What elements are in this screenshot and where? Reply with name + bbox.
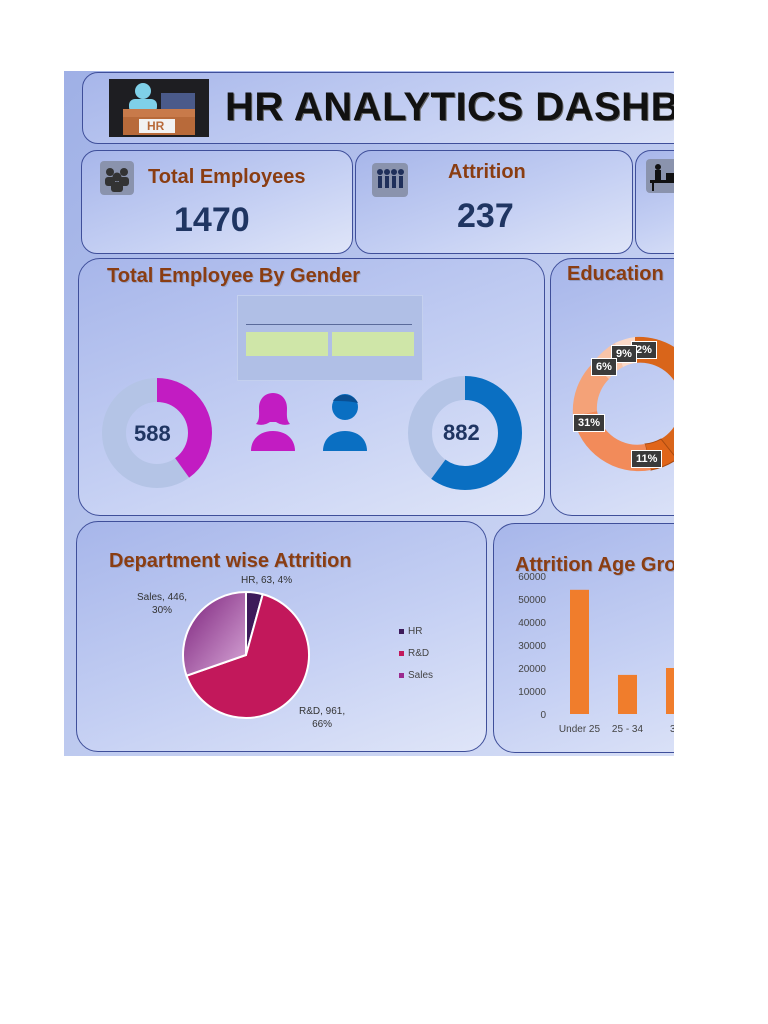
legend-item-hr: HR [399,626,422,637]
page-title: HR ANALYTICS DASHBOARD [225,85,674,129]
y-tick-label: 30000 [518,641,546,652]
x-tick-label: Under 25 [559,724,601,735]
filter-slicer[interactable] [237,295,423,381]
logo-text: HR [147,119,165,133]
x-tick-label: 35 [670,724,674,735]
y-tick-label: 10000 [518,687,546,698]
kpi-value: 1470 [174,201,250,239]
education-label: 11% [631,450,663,468]
desk-worker-icon [646,159,674,193]
bar [666,668,674,714]
male-donut-arc [408,376,522,490]
education-label: 6% [591,358,617,376]
kpi-total-employees: Total Employees 1470 [81,150,353,254]
kpi-label: Attrition [448,161,526,183]
department-panel: Department wise Attrition HR, 63, 4% Sal… [76,521,487,752]
bar [618,674,637,714]
department-pie-chart [182,590,310,719]
education-label: 9% [611,345,637,363]
people-group-icon [100,161,134,195]
legend-item-rd: R&D [399,648,429,659]
education-panel: Education 2% 9% 6% 31% 11% [550,258,674,516]
gender-title: Total Employee By Gender [107,265,361,287]
y-tick-label: 0 [540,710,546,721]
male-donut-chart [408,376,522,490]
education-label: 2% [631,341,657,359]
kpi-attrition: Attrition 237 [355,150,633,254]
pie-slice-sales [182,590,247,678]
slicer-option-female[interactable] [246,332,328,356]
education-title: Education [567,263,664,285]
kpi-third [635,150,674,254]
education-label: 31% [573,414,606,432]
y-tick-label: 40000 [518,618,546,629]
department-title: Department wise Attrition [109,550,352,572]
y-tick-label: 60000 [518,572,546,583]
y-tick-label: 50000 [518,595,546,606]
male-icon [323,394,367,451]
hr-logo: HR [109,79,209,137]
slicer-option-male[interactable] [332,332,414,356]
female-donut-chart [102,378,212,488]
title-panel: HR HR ANALYTICS DASHBOARD [82,72,674,144]
slicer-divider [246,324,412,325]
legend-item-sales: Sales [399,670,433,681]
kpi-value: 237 [457,197,514,235]
male-count: 882 [443,420,480,445]
female-donut-arc [102,378,212,488]
age-group-bar-chart: 0 10000 20000 30000 40000 50000 60000 Under 25 2… [518,572,674,735]
gender-panel: Total Employee By Gender 588 882 [78,258,545,516]
dashboard-sheet: HR HR ANALYTICS DASHBOARD Total Employee… [64,71,674,756]
female-icon [251,393,295,451]
pie-label-rd: R&D, 961, 66% [299,706,346,730]
pie-slice-rd [185,593,310,719]
pie-label-sales: Sales, 446, 30% [137,592,188,616]
y-tick-label: 20000 [518,664,546,675]
kpi-label: Total Employees [148,166,306,188]
female-count: 588 [134,421,171,446]
age-group-title: Attrition Age Group [515,554,674,576]
age-group-panel: Attrition Age Group 0 10000 20000 30000 4000… [493,523,674,753]
bar [570,589,589,714]
team-icon [372,163,408,197]
pie-label-hr: HR, 63, 4% [241,575,293,586]
x-tick-label: 25 - 34 [612,724,644,735]
